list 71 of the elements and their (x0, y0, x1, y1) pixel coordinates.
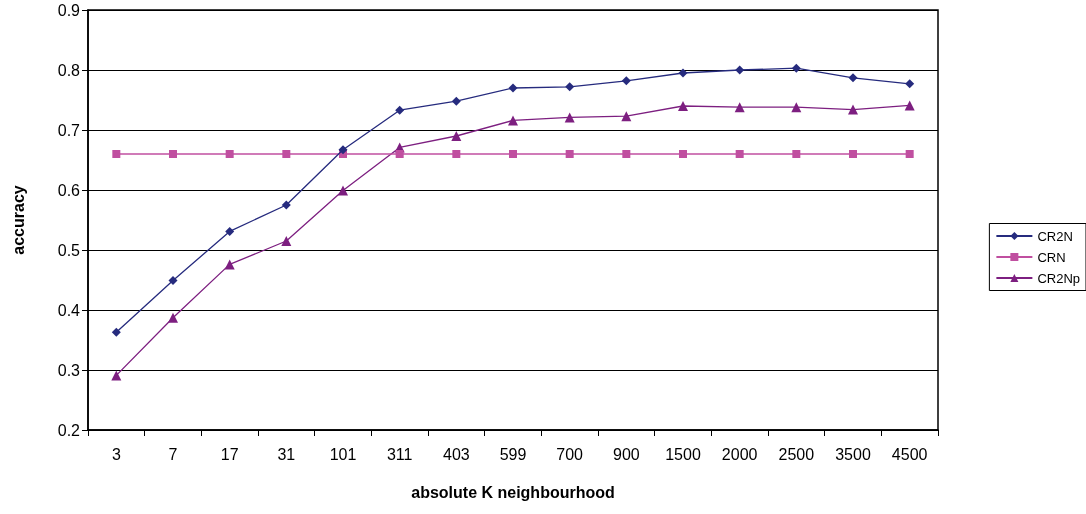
point (849, 150, 857, 158)
point (678, 68, 688, 78)
point (169, 150, 177, 158)
x-tick-label: 17 (220, 445, 239, 463)
y-tick-label: 0.2 (57, 421, 81, 439)
point (452, 150, 461, 158)
point (791, 63, 801, 73)
point (735, 65, 745, 75)
point (905, 150, 914, 158)
point (791, 102, 802, 113)
point (112, 150, 121, 158)
x-tick-label: 3 (111, 445, 121, 463)
legend-label: CR2N (1037, 228, 1073, 244)
point (282, 150, 291, 158)
point (224, 259, 235, 270)
x-tick-label: 7 (168, 445, 178, 463)
point (735, 150, 744, 158)
legend-label: CRN (1037, 249, 1066, 265)
x-tick-label: 101 (329, 445, 357, 463)
point (509, 150, 517, 158)
x-axis-title: absolute K neighbourhood (411, 483, 615, 501)
point (621, 111, 632, 122)
x-tick-label: 4500 (891, 445, 928, 463)
x-tick-label: 2500 (778, 445, 815, 463)
point (168, 312, 178, 323)
point (111, 370, 122, 381)
y-tick-label: 0.8 (57, 61, 81, 79)
x-tick-label: 1500 (665, 445, 701, 463)
y-axis-title: accuracy (9, 185, 27, 255)
x-tick-label: 31 (277, 445, 296, 463)
x-tick-label: 2000 (721, 445, 758, 463)
point (338, 145, 348, 155)
point (338, 185, 348, 196)
y-tick-label: 0.4 (57, 301, 81, 319)
point (565, 150, 574, 158)
point (395, 105, 405, 115)
y-tick-label: 0.9 (57, 1, 81, 19)
point (281, 236, 292, 246)
point (451, 96, 461, 106)
point (395, 150, 404, 158)
point (111, 327, 121, 337)
x-tick-label: 403 (442, 445, 470, 463)
y-tick-label: 0.7 (57, 121, 81, 139)
point (508, 83, 518, 93)
x-tick-label: 3500 (835, 445, 871, 463)
legend-label: CR2Np (1037, 270, 1080, 286)
point (621, 76, 631, 86)
point (904, 100, 915, 111)
x-tick-label: 700 (556, 445, 584, 463)
x-tick-label: 599 (499, 445, 527, 463)
point (225, 150, 234, 158)
point (564, 112, 575, 123)
x-tick-label: 900 (612, 445, 640, 463)
x-tick-label: 311 (386, 445, 413, 463)
point (848, 104, 858, 115)
point (734, 102, 745, 113)
point (225, 226, 235, 236)
point (622, 150, 631, 158)
point (508, 115, 518, 126)
point (281, 200, 291, 210)
point (679, 150, 687, 158)
y-tick-label: 0.3 (57, 361, 81, 379)
point (678, 101, 688, 111)
point (905, 79, 915, 89)
point (848, 73, 858, 83)
y-tick-label: 0.5 (57, 241, 81, 259)
point (565, 82, 575, 92)
point (451, 131, 462, 141)
y-tick-label: 0.6 (57, 181, 81, 199)
point (168, 276, 178, 286)
point (792, 150, 801, 158)
